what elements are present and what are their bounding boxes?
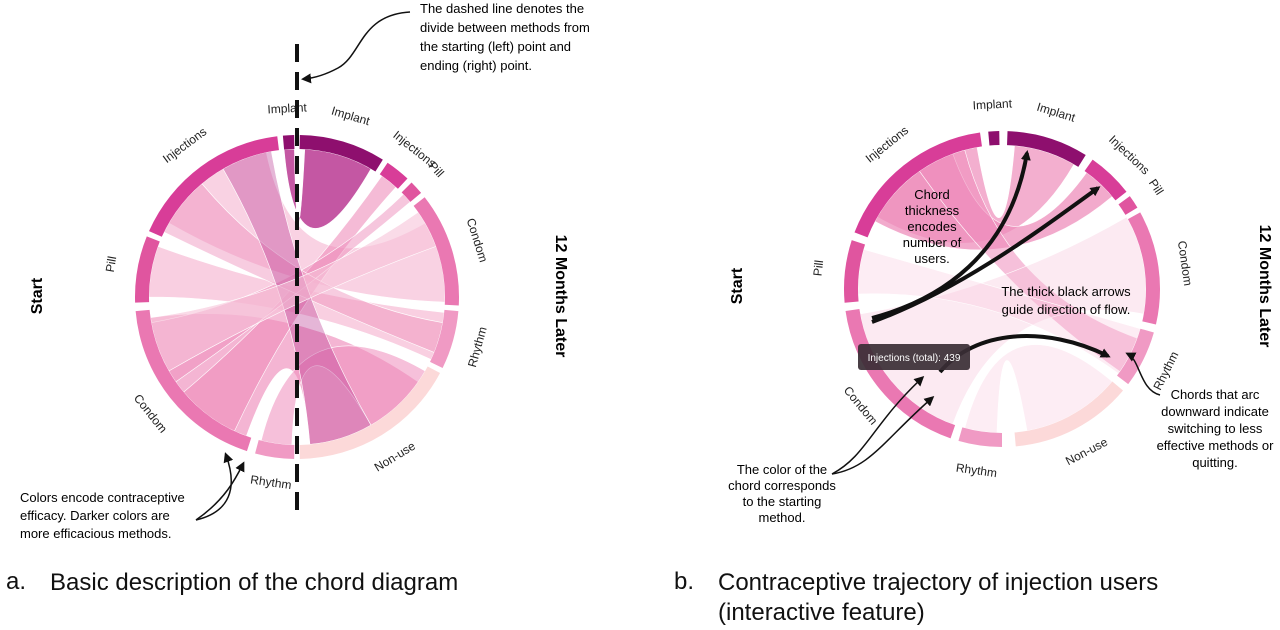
chord-figure: ImplantInjectionsPillCondomRhythmNon-use…: [20, 1, 1274, 541]
arc-label: Condom: [1175, 240, 1195, 287]
annotation-arrow: [1125, 352, 1161, 396]
caption-b: b. Contraceptive trajectory of injection…: [674, 568, 1274, 630]
annotation-arrow: [301, 11, 411, 84]
arc-rhythm: [430, 309, 459, 369]
arc-implant: [299, 135, 383, 172]
arc-label: Injections: [160, 125, 209, 166]
arc-rhythm[interactable]: [958, 427, 1002, 447]
arc-condom: [135, 309, 252, 452]
downward-annotation: Chords that arc downward indicate switchin…: [1125, 352, 1274, 470]
arc-pill: [134, 236, 160, 303]
arc-label: Pill: [103, 255, 120, 273]
arc-label: Rhythm: [465, 325, 490, 369]
arc-label: Implant: [1035, 100, 1077, 125]
arc-label: Rhythm: [1150, 349, 1181, 392]
chord-color-annotation: The color of the chord corresponds to the …: [728, 375, 935, 525]
arc-label: Non-use: [372, 439, 418, 475]
tooltip: Injections (total): 439: [858, 344, 970, 370]
tooltip-text: Injections (total): 439: [868, 353, 961, 364]
arc-label: Implant: [972, 96, 1013, 112]
chord-ribbon: [150, 211, 437, 372]
annotation-arrow: [195, 461, 245, 521]
caption-text: Contraceptive trajectory of injection us…: [718, 569, 1159, 626]
caption-letter: b.: [674, 568, 695, 595]
arc-label: Condom: [131, 391, 170, 435]
arc-injections: [379, 162, 408, 189]
arc-implant[interactable]: [988, 131, 1000, 146]
arc-segments-a: [134, 135, 459, 459]
arc-condom[interactable]: [1127, 212, 1160, 325]
annotation-arrow: [831, 396, 935, 475]
arc-injections[interactable]: [854, 132, 982, 238]
chord-ribbons-a: [148, 148, 446, 446]
caption-a: a. Basic description of the chord diagra…: [6, 568, 546, 608]
flow-arrow: [871, 186, 1101, 324]
arc-pill: [401, 182, 422, 202]
arc-label: Implant: [267, 100, 308, 116]
arc-injections: [149, 136, 279, 237]
annotation-arrow: [195, 452, 234, 521]
chord-ribbon: [283, 148, 372, 229]
caption-text: Basic description of the chord diagram: [50, 569, 459, 596]
arc-segments-b: [844, 131, 1160, 447]
dashed-line-note: The dashed line denotes the divide betwee…: [420, 1, 590, 73]
arc-nonuse: [299, 366, 441, 459]
arc-implant[interactable]: [1007, 131, 1086, 167]
dashed-line-annotation: The dashed line denotes the divide betwee…: [301, 1, 590, 84]
arc-condom[interactable]: [845, 309, 956, 439]
arc-condom: [413, 197, 459, 306]
arc-pill[interactable]: [844, 240, 866, 303]
colors-note: Colors encode contraceptive efficacy. Dar…: [20, 490, 185, 541]
arc-label: Injections: [1106, 132, 1152, 177]
arc-label: Injections: [863, 123, 911, 166]
chord-ribbon: [964, 344, 1113, 434]
arc-label: Pill: [810, 259, 826, 276]
arc-label: Pill: [1146, 176, 1167, 197]
arc-injections[interactable]: [1084, 159, 1127, 201]
arc-label: Rhythm: [250, 473, 293, 493]
end-label-b: 12 Months Later: [1256, 225, 1273, 348]
colors-annotation: Colors encode contraceptive efficacy. Dar…: [20, 452, 245, 541]
arc-implant: [282, 135, 295, 150]
panel-b: ImplantInjectionsPillCondomRhythmNon-use…: [728, 96, 1274, 525]
arc-label: Condom: [841, 384, 881, 428]
arc-nonuse[interactable]: [1014, 381, 1124, 447]
arc-label: Rhythm: [955, 461, 998, 481]
caption-letter: a.: [6, 568, 27, 595]
annotation-arrow: [831, 375, 925, 475]
chord-color-note: The color of the chord corresponds to the …: [728, 462, 836, 525]
arc-label: Implant: [330, 104, 372, 129]
arc-label: Non-use: [1063, 435, 1110, 469]
arrows-note: The thick black arrows guide direction of…: [1001, 284, 1131, 317]
arc-rhythm: [255, 439, 295, 459]
thickness-note: Chord thickness encodes number of users.: [903, 187, 962, 266]
arc-label: Condom: [464, 216, 491, 263]
panel-a: Implant Injections Pill Condom Rhythm Non-use…: [20, 1, 590, 541]
start-label-a: Start: [29, 277, 46, 314]
end-label-a: 12 Months Later: [552, 235, 569, 358]
downward-note: Chords that arc downward indicate switchin…: [1157, 387, 1274, 470]
start-label-b: Start: [729, 267, 746, 304]
arc-pill[interactable]: [1118, 196, 1138, 215]
